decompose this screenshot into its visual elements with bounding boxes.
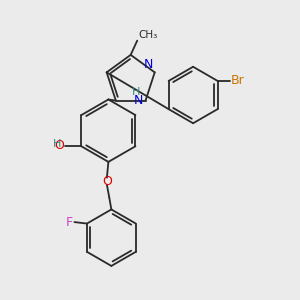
- Text: N: N: [134, 94, 143, 107]
- Text: O: O: [55, 139, 64, 152]
- Text: N: N: [144, 58, 153, 71]
- Text: H: H: [53, 139, 61, 149]
- Text: Br: Br: [231, 74, 244, 87]
- Text: O: O: [102, 175, 112, 188]
- Text: F: F: [66, 216, 73, 229]
- Text: H: H: [132, 87, 140, 97]
- Text: CH₃: CH₃: [138, 30, 158, 40]
